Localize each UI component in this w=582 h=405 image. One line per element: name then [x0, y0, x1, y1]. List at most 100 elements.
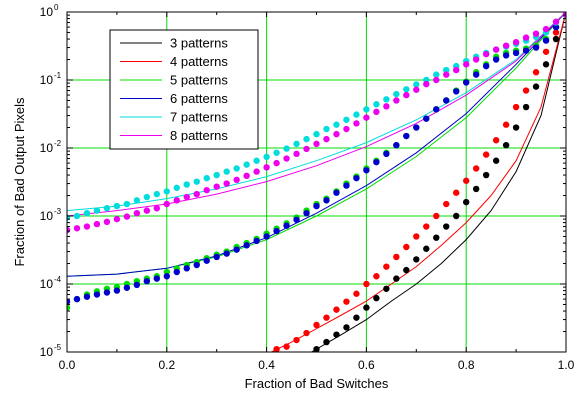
data-point — [93, 220, 101, 228]
data-point — [83, 223, 91, 230]
series-points — [67, 12, 566, 352]
data-point — [283, 155, 290, 162]
x-tick-label: 0.4 — [258, 358, 275, 372]
data-point — [403, 86, 410, 93]
data-point — [93, 207, 101, 214]
data-point — [472, 185, 480, 193]
data-point — [433, 71, 440, 78]
data-point — [253, 157, 260, 164]
data-point — [443, 97, 450, 104]
data-point — [223, 168, 230, 175]
data-point — [143, 207, 151, 214]
data-point — [383, 263, 390, 270]
data-point — [433, 212, 440, 220]
data-point — [423, 115, 430, 122]
data-point — [443, 223, 450, 230]
data-point — [512, 38, 520, 46]
data-point — [343, 182, 350, 189]
data-point — [542, 25, 550, 33]
data-point — [413, 124, 420, 131]
data-point — [353, 111, 360, 118]
legend-label: 3 patterns — [170, 36, 228, 51]
x-tick-label: 0.2 — [158, 358, 175, 372]
data-point — [532, 69, 540, 76]
data-point — [133, 281, 141, 289]
data-point — [453, 212, 460, 220]
data-point — [323, 338, 330, 346]
data-point — [153, 205, 161, 212]
data-point — [383, 150, 390, 158]
data-point — [183, 193, 190, 201]
data-point — [453, 88, 460, 95]
data-point — [482, 50, 490, 58]
data-point — [532, 30, 540, 37]
data-point — [73, 295, 81, 303]
legend-label: 5 patterns — [170, 73, 228, 88]
data-point — [443, 66, 450, 74]
data-point — [522, 47, 530, 54]
data-point — [502, 121, 510, 128]
data-point — [482, 62, 490, 70]
axes: 0.0 0.2 0.4 0.6 0.8 1.010-510-410-310-210-110… — [40, 3, 575, 372]
data-point — [323, 314, 330, 321]
data-point — [273, 159, 280, 167]
data-point — [423, 80, 430, 88]
data-point — [413, 86, 420, 93]
data-point — [193, 190, 200, 198]
data-point — [67, 298, 71, 305]
data-point — [333, 189, 340, 196]
data-point — [512, 124, 520, 131]
data-point — [303, 145, 310, 153]
data-point — [492, 157, 500, 164]
data-point — [463, 198, 470, 206]
data-point — [512, 103, 520, 111]
data-point — [213, 171, 220, 179]
data-point — [203, 257, 210, 264]
data-point — [353, 314, 360, 321]
data-point — [502, 52, 510, 59]
legend: 3 patterns 4 patterns 5 patterns 6 patterns… — [109, 29, 259, 150]
data-point — [133, 197, 141, 204]
data-point — [173, 197, 180, 204]
data-point — [223, 250, 230, 257]
data-point — [313, 321, 320, 329]
y-tick-label: 10 — [40, 141, 54, 155]
data-point — [103, 218, 111, 226]
data-point — [433, 76, 440, 84]
data-point — [73, 225, 81, 232]
data-point — [313, 140, 320, 148]
data-point — [482, 171, 490, 179]
y-tick-exponent: -2 — [54, 139, 62, 148]
data-point — [403, 266, 410, 274]
data-point — [313, 202, 320, 210]
data-point — [213, 253, 220, 261]
data-point — [323, 125, 330, 133]
data-point — [542, 37, 550, 44]
data-point — [363, 106, 370, 113]
data-point — [283, 222, 290, 229]
data-point — [213, 183, 220, 190]
data-point — [333, 121, 340, 128]
data-point — [403, 243, 410, 251]
data-point — [502, 42, 510, 49]
series-line-4 — [67, 12, 566, 277]
data-point — [373, 294, 380, 302]
data-point — [173, 184, 180, 191]
y-axis-label: Fraction of Bad Output Pixels — [12, 97, 27, 267]
data-point — [453, 189, 460, 196]
data-point — [492, 46, 500, 53]
data-point — [333, 306, 340, 313]
data-point — [303, 329, 310, 337]
data-point — [353, 174, 360, 182]
data-point — [83, 209, 91, 217]
data-point — [542, 61, 550, 68]
data-point — [502, 141, 510, 149]
y-tick-label: 10 — [40, 73, 54, 87]
data-point — [393, 97, 400, 104]
data-point — [492, 137, 500, 144]
data-point — [263, 164, 270, 171]
data-point — [453, 66, 460, 74]
data-point — [243, 161, 250, 168]
data-point — [373, 158, 380, 166]
